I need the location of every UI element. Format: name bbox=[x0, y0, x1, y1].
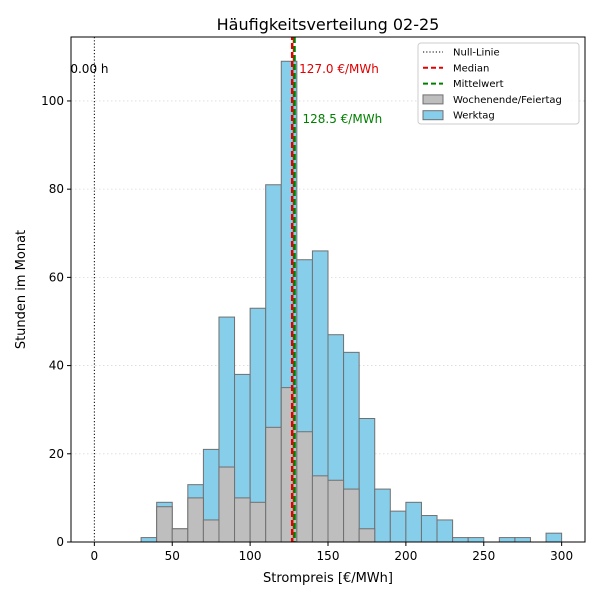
mean-label: 128.5 €/MWh bbox=[303, 112, 383, 126]
legend-patch-swatch bbox=[422, 94, 444, 105]
werktag-bar bbox=[514, 537, 531, 543]
wochenende-bar bbox=[187, 497, 204, 543]
legend-box bbox=[417, 42, 580, 125]
x-tick-label: 300 bbox=[550, 549, 573, 563]
chart-title: Häufigkeitsverteilung 02-25 bbox=[217, 15, 440, 34]
werktag-bar bbox=[389, 510, 407, 543]
wochenende-bar bbox=[265, 426, 282, 543]
axes-layer: 0 50 100 150 200 250 300 0 20 40 60 80 100 bbox=[41, 36, 586, 563]
y-tick-label: 100 bbox=[41, 94, 64, 108]
legend-entry-label: Wochenende/Feiertag bbox=[453, 95, 562, 106]
wochenende-bar bbox=[218, 466, 236, 543]
y-tick-label: 40 bbox=[49, 359, 64, 373]
x-tick-label: 0 bbox=[91, 549, 99, 563]
werktag-bar bbox=[498, 537, 516, 543]
wochenende-bar bbox=[327, 479, 345, 543]
werktag-bar bbox=[467, 537, 485, 543]
x-tick-label: 50 bbox=[165, 549, 180, 563]
y-tick-label: 60 bbox=[49, 270, 64, 284]
legend-entry-label: Median bbox=[453, 63, 489, 74]
werktag-bar bbox=[140, 537, 158, 543]
werktag-bar bbox=[436, 519, 454, 543]
x-tick-label: 100 bbox=[239, 549, 262, 563]
median-label: 127.0 €/MWh bbox=[299, 62, 379, 76]
legend-patch-swatch bbox=[422, 110, 444, 121]
legend-entry-label: Null-Linie bbox=[453, 48, 500, 59]
reference-lines-layer: 0.00 h 127.0 €/MWh 128.5 €/MWh bbox=[70, 37, 382, 542]
x-axis-label: Strompreis [€/MWh] bbox=[263, 571, 393, 586]
y-tick-label: 0 bbox=[56, 535, 64, 549]
x-tick-label: 200 bbox=[394, 549, 417, 563]
null-line-label: 0.00 h bbox=[70, 62, 108, 76]
wochenende-bar bbox=[296, 431, 313, 543]
wochenende-bar bbox=[156, 506, 173, 543]
legend: Null-Linie Median Mittelwert Wochenende/Fei… bbox=[417, 42, 580, 125]
wochenende-bar bbox=[343, 488, 360, 543]
wochenende-bar bbox=[249, 501, 267, 543]
x-tick-label: 250 bbox=[472, 549, 495, 563]
wochenende-bar bbox=[202, 519, 220, 543]
werktag-bar bbox=[358, 418, 376, 543]
y-tick-label: 80 bbox=[49, 182, 64, 196]
y-axis-label: Stunden im Monat bbox=[14, 230, 29, 349]
werktag-bar bbox=[405, 501, 422, 543]
werktag-bar bbox=[420, 515, 438, 543]
werktag-bar bbox=[374, 488, 391, 543]
wochenende-bar bbox=[358, 528, 376, 543]
werktag-bar bbox=[545, 532, 563, 543]
x-tick-label: 150 bbox=[317, 549, 340, 563]
legend-entry-label: Werktag bbox=[453, 111, 495, 122]
wochenende-bar bbox=[234, 497, 251, 543]
y-tick-label: 20 bbox=[49, 447, 64, 461]
wochenende-bar bbox=[311, 475, 329, 543]
legend-entry-label: Mittelwert bbox=[453, 79, 504, 90]
wochenende-bar bbox=[171, 528, 189, 543]
werktag-bar bbox=[452, 537, 469, 543]
